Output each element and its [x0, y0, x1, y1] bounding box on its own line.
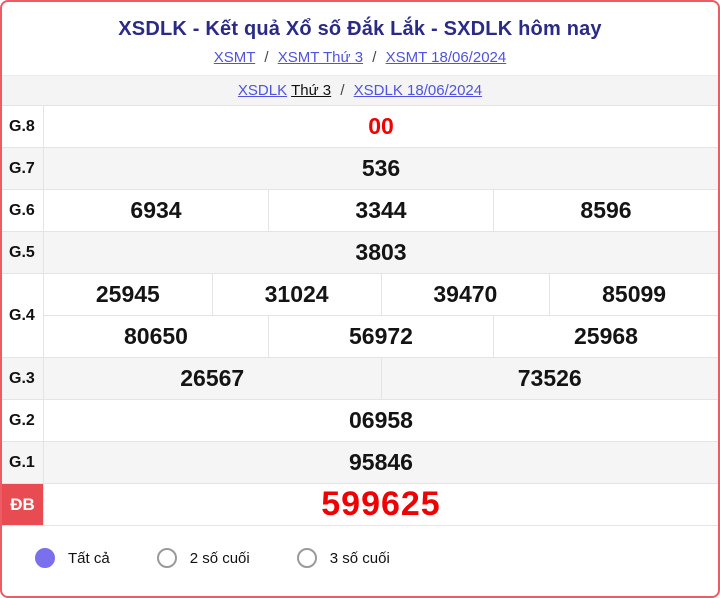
breadcrumb-xsdlk: XSDLK Thứ 3 / XSDLK 18/06/2024: [2, 75, 718, 105]
prize-label-special: ĐB: [2, 484, 44, 525]
results-table: G.8 00 G.7 536 G.6 6934 3344 8596 G.5 38…: [2, 105, 718, 526]
prize-label-g5: G.5: [2, 232, 44, 273]
breadcrumb-xsmt: XSMT / XSMT Thứ 3 / XSMT 18/06/2024: [2, 49, 718, 66]
filter-option-all[interactable]: Tất cả: [35, 548, 110, 568]
prize-value-g6-2: 3344: [269, 190, 494, 231]
breadcrumb-weekday-label: Thứ 3: [291, 82, 332, 99]
prize-value-g5: 3803: [355, 239, 407, 265]
prize-value-g6-3: 8596: [580, 197, 632, 223]
breadcrumb-link-xsmt-date[interactable]: XSMT 18/06/2024: [385, 49, 507, 66]
prize-value-g7: 536: [361, 155, 401, 181]
prize-value-g2: 06958: [349, 407, 413, 433]
prize-value-g4-5: 80650: [44, 315, 269, 357]
prize-label-g4: G.4: [2, 274, 44, 357]
prize-row-g6: G.6 6934 3344 8596: [2, 190, 718, 232]
prize-value-g4-6: 56972: [269, 315, 494, 357]
prize-value-g4-4: 85099: [550, 274, 718, 316]
prize-value-g4-1: 25945: [44, 274, 213, 316]
breadcrumb-link-xsmt-weekday[interactable]: XSMT Thứ 3: [277, 49, 364, 66]
prize-row-g8: G.8 00: [2, 106, 718, 148]
prize-value-g4-3: 39470: [381, 274, 551, 316]
prize-value-g3-2: 73526: [517, 365, 582, 391]
filter-option-last3[interactable]: 3 số cuối: [296, 548, 390, 568]
prize-value-g6-1: 6934: [44, 190, 269, 231]
prize-row-g3: G.3 26567 73526: [2, 358, 718, 400]
page-title: XSDLK - Kết quả Xổ số Đắk Lắk - SXDLK hô…: [118, 18, 602, 40]
breadcrumb-separator: /: [264, 49, 269, 66]
radio-selected-icon[interactable]: [35, 548, 55, 568]
breadcrumb-separator: /: [372, 49, 377, 66]
prize-row-special: ĐB 599625: [2, 484, 718, 526]
digit-filter-group: Tất cả 2 số cuối 3 số cuối: [2, 526, 718, 590]
prize-label-g6: G.6: [2, 190, 44, 231]
prize-label-g7: G.7: [2, 148, 44, 189]
prize-value-g3-1: 26567: [44, 358, 382, 399]
prize-label-g2: G.2: [2, 400, 44, 441]
breadcrumb-separator: /: [340, 82, 345, 99]
filter-option-last2[interactable]: 2 số cuối: [156, 548, 250, 568]
prize-label-g3: G.3: [2, 358, 44, 399]
prize-label-g1: G.1: [2, 442, 44, 483]
prize-row-g1: G.1 95846: [2, 442, 718, 484]
filter-option-label: 2 số cuối: [189, 549, 250, 567]
prize-value-g8: 00: [368, 113, 394, 139]
prize-value-g1: 95846: [349, 449, 413, 475]
prize-row-g7: G.7 536: [2, 148, 718, 190]
breadcrumb-link-xsmt[interactable]: XSMT: [213, 49, 256, 66]
prize-row-g2: G.2 06958: [2, 400, 718, 442]
prize-value-g4-2: 31024: [212, 274, 382, 316]
prize-label-g8: G.8: [2, 106, 44, 147]
prize-value-g4-7: 25968: [574, 322, 638, 349]
prize-value-special: 599625: [321, 485, 441, 523]
prize-row-g4: G.4 25945 31024 39470 85099 80650 56972 …: [2, 274, 718, 358]
prize-row-g5: G.5 3803: [2, 232, 718, 274]
breadcrumb-link-xsdlk[interactable]: XSDLK: [237, 82, 288, 99]
breadcrumb-link-xsdlk-date[interactable]: XSDLK 18/06/2024: [353, 82, 483, 99]
radio-unselected-icon[interactable]: [156, 548, 177, 568]
filter-option-label: 3 số cuối: [329, 549, 390, 567]
filter-option-label: Tất cả: [68, 549, 110, 567]
radio-unselected-icon[interactable]: [296, 548, 317, 568]
